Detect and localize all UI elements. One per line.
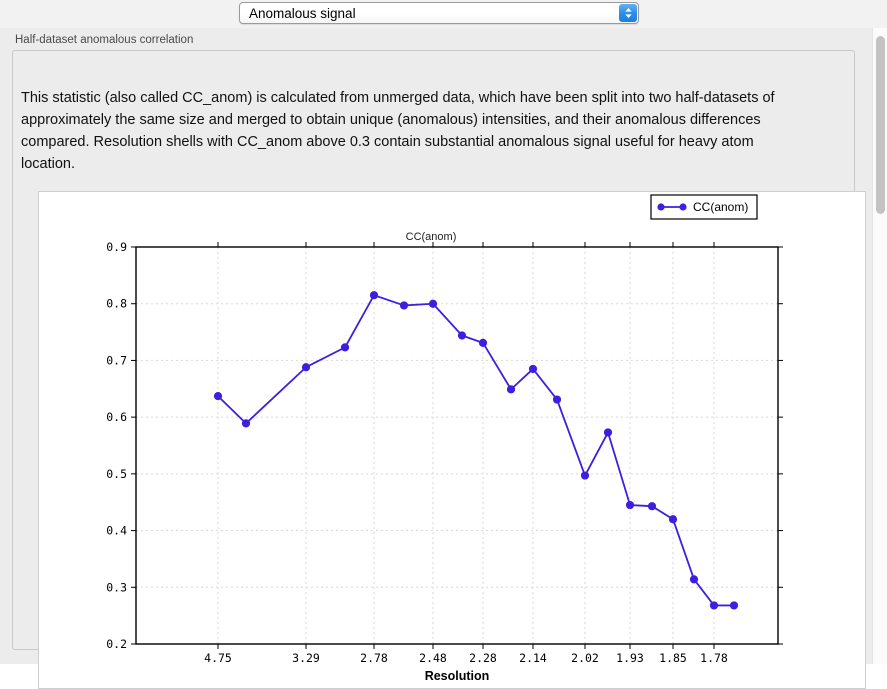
x-axis-tick-label: 4.75 — [204, 651, 232, 665]
x-axis-tick-label: 1.93 — [616, 651, 644, 665]
data-point[interactable] — [213, 392, 223, 401]
chart-card: CC(anom) 0.2 0.3 0.4 0.5 0.6 0.7 0.8 0.9 4.75 3.29… — [38, 191, 866, 689]
x-axis-tick-label: 3.29 — [292, 651, 320, 665]
data-point[interactable] — [301, 363, 311, 372]
data-point[interactable] — [340, 343, 350, 352]
data-point[interactable] — [369, 291, 379, 300]
data-point[interactable] — [709, 601, 719, 610]
y-axis-tick-label: 0.7 — [106, 353, 127, 367]
data-point[interactable] — [399, 301, 409, 310]
data-point[interactable] — [241, 419, 251, 428]
toolbar: Anomalous signal — [0, 0, 887, 29]
series-line-cc-anom — [217, 294, 734, 607]
data-point[interactable] — [457, 331, 467, 340]
data-point[interactable] — [528, 364, 538, 374]
x-axis-tick-label: 2.14 — [519, 651, 547, 665]
y-axis-tick-label: 0.6 — [106, 410, 127, 424]
dataset-select[interactable]: Anomalous signal — [239, 2, 639, 24]
x-axis-label: Resolution — [425, 669, 490, 683]
scrollbar-thumb[interactable] — [876, 36, 885, 214]
data-point[interactable] — [647, 502, 657, 511]
data-point[interactable] — [729, 601, 739, 610]
chart-legend: CC(anom) — [650, 194, 758, 220]
data-point[interactable] — [478, 338, 488, 347]
dataset-select-value: Anomalous signal — [249, 6, 356, 21]
x-axis-tick-label: 2.02 — [571, 651, 599, 665]
y-axis-tick-label: 0.5 — [106, 467, 127, 481]
statistic-box: This statistic (also called CC_anom) is … — [12, 50, 866, 689]
y-axis-tick-label: 0.3 — [106, 580, 127, 594]
cc-anom-line-chart[interactable]: CC(anom) 0.2 0.3 0.4 0.5 0.6 0.7 0.8 0.9 4.75 3.29… — [39, 192, 865, 688]
data-point[interactable] — [625, 500, 635, 510]
x-axis-tick-label: 1.78 — [700, 651, 728, 665]
data-point[interactable] — [428, 299, 438, 308]
data-point[interactable] — [506, 385, 516, 394]
content-panel: Half-dataset anomalous correlation This … — [0, 28, 887, 689]
chevron-up-down-icon[interactable] — [619, 4, 637, 22]
legend-label: CC(anom) — [693, 200, 748, 214]
data-point[interactable] — [552, 395, 562, 404]
y-axis-tick-label: 0.4 — [106, 524, 127, 538]
data-point[interactable] — [689, 575, 699, 584]
x-axis-tick-label: 2.48 — [419, 651, 447, 665]
data-point[interactable] — [668, 515, 678, 524]
panel-title: Half-dataset anomalous correlation — [15, 34, 194, 46]
data-point[interactable] — [580, 471, 590, 480]
vertical-scrollbar[interactable] — [872, 28, 887, 664]
y-axis-tick-label: 0.9 — [106, 240, 127, 254]
y-axis-tick-label: 0.2 — [106, 637, 127, 651]
data-point[interactable] — [603, 428, 613, 437]
x-axis-tick-label: 1.85 — [659, 651, 687, 665]
chart-title: CC(anom) — [406, 231, 457, 243]
x-axis-tick-label: 2.78 — [360, 651, 388, 665]
x-axis-tick-label: 2.28 — [469, 651, 497, 665]
statistic-description: This statistic (also called CC_anom) is … — [21, 90, 775, 172]
y-axis-tick-label: 0.8 — [106, 297, 127, 311]
